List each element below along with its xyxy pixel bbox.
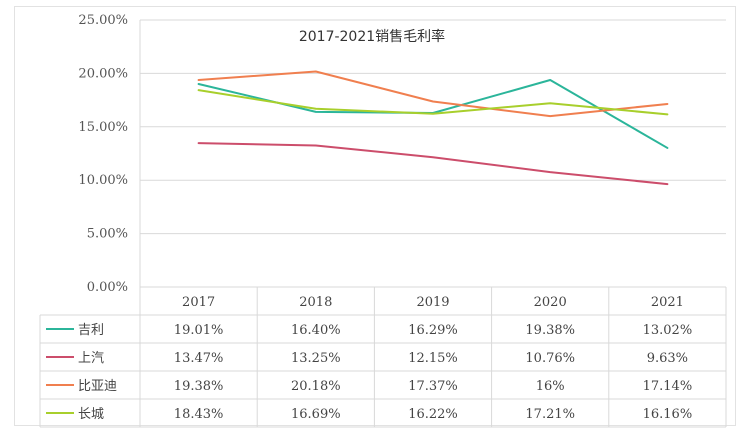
y-tick-label: 25.00% — [78, 13, 128, 28]
data-label: 10.76% — [525, 351, 575, 366]
data-label: 19.01% — [174, 323, 224, 338]
data-label: 18.43% — [174, 407, 224, 422]
y-tick-label: 20.00% — [78, 66, 128, 81]
data-label: 16.40% — [291, 323, 341, 338]
data-label: 16.29% — [408, 323, 458, 338]
data-label: 13.25% — [291, 351, 341, 366]
data-label: 17.37% — [408, 379, 458, 394]
x-tick-label: 2019 — [416, 295, 449, 310]
x-tick-label: 2020 — [534, 295, 567, 310]
data-label: 19.38% — [525, 323, 575, 338]
y-tick-label: 10.00% — [78, 173, 128, 188]
y-tick-label: 5.00% — [87, 227, 128, 242]
data-label: 17.14% — [643, 379, 693, 394]
data-label: 12.15% — [408, 351, 458, 366]
x-tick-label: 2018 — [299, 295, 332, 310]
data-label: 16.22% — [408, 407, 458, 422]
legend-label: 长城 — [78, 407, 104, 422]
data-label: 9.63% — [647, 351, 688, 366]
y-tick-label: 0.00% — [87, 280, 128, 295]
data-label: 20.18% — [291, 379, 341, 394]
data-label: 17.21% — [525, 407, 575, 422]
legend-label: 吉利 — [78, 323, 104, 338]
data-label: 16% — [536, 379, 565, 394]
y-tick-label: 15.00% — [78, 120, 128, 135]
chart-frame — [14, 6, 736, 426]
legend-label: 上汽 — [78, 351, 104, 366]
data-label: 13.47% — [174, 351, 224, 366]
data-label: 19.38% — [174, 379, 224, 394]
x-tick-label: 2017 — [182, 295, 215, 310]
series-line — [197, 142, 669, 186]
series-line — [197, 70, 669, 118]
data-label: 16.16% — [643, 407, 693, 422]
data-label: 16.69% — [291, 407, 341, 422]
legend-label: 比亚迪 — [78, 379, 117, 394]
data-label: 13.02% — [643, 323, 693, 338]
x-tick-label: 2021 — [651, 295, 684, 310]
series-line — [197, 89, 669, 116]
chart-title: 2017-2021销售毛利率 — [299, 28, 445, 45]
